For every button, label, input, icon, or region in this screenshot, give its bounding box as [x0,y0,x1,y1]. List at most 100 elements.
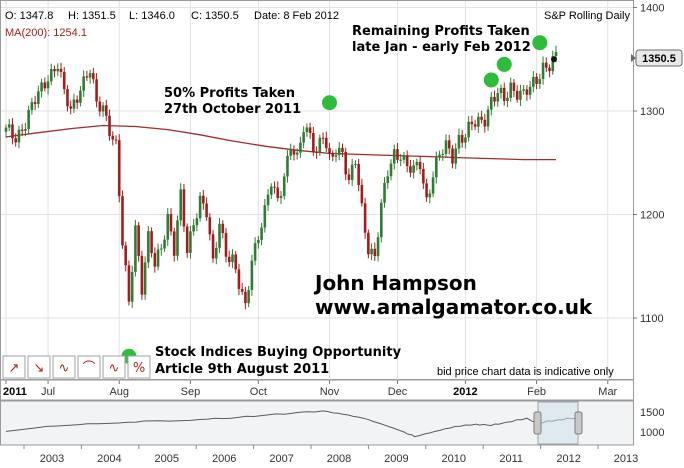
fibonacci-tool-button[interactable]: % [127,355,151,379]
candle-body [551,56,555,72]
candle-body [69,106,73,109]
candle-body [205,203,208,218]
profit-marker-remaining-3 [532,35,548,51]
candle-body [480,116,483,120]
x-tick-label: Oct [250,386,267,398]
candle-body [538,79,542,84]
candle-body [376,237,380,257]
x-tick-label: Aug [109,386,129,398]
candle-body [525,89,529,95]
candle-body [418,161,422,169]
navigator-x-label: 2010 [442,453,466,465]
navigator-right-handle[interactable] [574,411,583,435]
candle-body [108,115,111,136]
candle-body [302,132,305,143]
fifty-percent-line2: 27th October 2011 [164,102,301,117]
navigator-x-label: 2006 [212,453,236,465]
buying-opportunity-line2: Article 9th August 2011 [155,362,329,377]
tool-frame [102,355,126,379]
date-value: Date: 8 Feb 2012 [254,10,339,22]
candle-body [75,99,79,103]
tool-frame [27,355,51,379]
trend-line-tool-button[interactable]: ↗ [2,355,26,379]
x-tick-label: Dec [388,386,408,398]
candle-body [308,127,312,133]
tool-frame [127,355,151,379]
navigator-x-axis: 2003 2004 2005 2006 2007 2008 2009 2010 2011 2012… [23,445,638,465]
candle-body [354,163,357,165]
fan-icon: ∿ [109,361,120,376]
candle-body [85,76,89,78]
candle-body [253,243,257,261]
candle-body [422,168,425,184]
candle-body [470,121,474,125]
candle-body [266,194,270,206]
down-trend-tool-button[interactable]: ↘ [27,355,51,379]
candle-body [331,153,335,157]
candle-body [169,213,173,232]
candle-body [237,269,241,289]
ma-legend: MA(200): 1254.1 [5,27,87,39]
x-tick-label: 2012 [453,386,477,398]
navigator-panel[interactable]: 1500 1000 2003 2004 2005 2006 2007 2008 2009 201… [0,400,665,465]
candle-body [182,189,186,227]
candle-body [350,164,354,180]
candle-body [321,137,325,139]
candle-body [231,254,234,263]
candle-body [211,234,215,259]
y-tick-label: 1300 [640,106,664,118]
candle-body [502,87,506,101]
candle-body [37,91,40,104]
candle-body [486,109,490,127]
candle-body [263,205,267,228]
remaining-profits-line1: Remaining Profits Taken [352,24,530,39]
candle-body [454,148,458,164]
open-value: O: 1347.8 [5,10,53,22]
y-tick-label: 1100 [640,313,664,325]
candle-body [166,213,170,240]
y-tick-label: 1200 [640,210,664,222]
fan-tool-button[interactable]: ∿ [102,355,126,379]
fibonacci-icon: % [133,361,145,376]
candle-body [88,73,92,78]
profit-marker-50% [322,95,338,111]
candle-body [30,102,34,110]
arc-icon: ⌒ [82,361,95,376]
navigator-window[interactable] [537,401,579,445]
candle-body [240,288,244,292]
candle-body [53,69,56,72]
candle-body [33,102,37,104]
candle-body [409,166,412,173]
candle-body [467,121,470,138]
wave-tool-button[interactable]: ∿ [52,355,76,379]
candle-body [198,195,202,219]
candle-body [289,149,293,156]
candle-body [273,186,276,188]
candle-body [493,96,496,102]
candle-body [451,148,454,164]
candle-body [386,176,390,183]
navigator-x-label: 2005 [155,453,179,465]
navigator-y-label: 1000 [640,427,664,439]
candle-body [357,163,360,185]
candle-body [299,142,302,153]
candle-body [286,155,289,177]
candle-body [544,62,548,68]
drawing-toolbar: ↗ ↘ ∿ ⌒ ∿% [2,355,151,379]
arc-tool-button[interactable]: ⌒ [77,355,101,379]
candle-body [17,129,21,143]
last-price-value: 1350.5 [642,53,676,65]
x-tick-label: Mar [598,386,617,398]
candlestick-series [4,45,558,310]
y-tick-label: 1400 [640,3,664,15]
tool-frame [52,355,76,379]
candle-body [383,182,386,203]
candle-body [218,223,221,248]
candle-body [179,189,183,221]
candle-body [14,138,18,143]
gridlines [1,1,633,380]
candle-body [360,184,364,204]
navigator-left-handle[interactable] [533,411,542,435]
candle-body [399,159,403,161]
remaining-profits-line2: late Jan - early Feb 2012 [352,40,531,55]
